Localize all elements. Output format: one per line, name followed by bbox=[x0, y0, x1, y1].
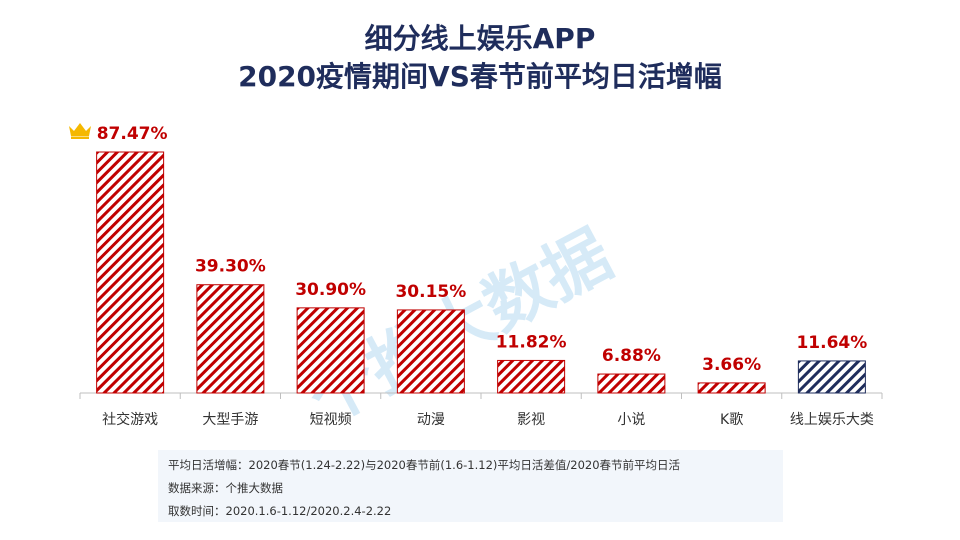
bar-1 bbox=[96, 151, 165, 394]
x-tick-label-4: 动漫 bbox=[417, 412, 445, 428]
chart-title-line-1: 细分线上娱乐APP bbox=[364, 22, 596, 55]
bar-7 bbox=[697, 382, 766, 394]
x-tick-label-7: K歌 bbox=[720, 412, 743, 428]
bar-3 bbox=[296, 307, 365, 394]
bar-5 bbox=[497, 359, 566, 394]
bar-2 bbox=[196, 284, 265, 394]
note-source: 数据来源：个推大数据 bbox=[168, 481, 283, 495]
data-label-6: 6.88% bbox=[602, 346, 661, 366]
x-tick-label-6: 小说 bbox=[617, 412, 645, 428]
chart-title-line-2: 2020疫情期间VS春节前平均日活增幅 bbox=[238, 60, 722, 93]
note-period: 取数时间：2020.1.6-1.12/2020.2.4-2.22 bbox=[168, 504, 392, 518]
bar-8 bbox=[797, 360, 866, 394]
data-label-2: 39.30% bbox=[195, 257, 266, 277]
data-label-7: 3.66% bbox=[702, 355, 761, 375]
data-label-4: 30.15% bbox=[395, 282, 466, 302]
data-label-5: 11.82% bbox=[496, 332, 567, 352]
data-label-1: 87.47% bbox=[97, 124, 168, 144]
bar-6 bbox=[597, 373, 666, 394]
x-tick-label-3: 短视频 bbox=[310, 412, 352, 428]
chart-title: 细分线上娱乐APP 2020疫情期间VS春节前平均日活增幅 bbox=[0, 20, 960, 96]
note-definition: 平均日活增幅：2020春节(1.24-2.22)与2020春节前(1.6-1.1… bbox=[168, 458, 681, 472]
x-tick-label-8: 线上娱乐大类 bbox=[790, 412, 874, 428]
x-tick-label-2: 大型手游 bbox=[202, 412, 258, 428]
bar-4 bbox=[396, 309, 465, 394]
crown-icon bbox=[69, 123, 91, 139]
chart-notes: 平均日活增幅：2020春节(1.24-2.22)与2020春节前(1.6-1.1… bbox=[158, 450, 783, 522]
data-label-3: 30.90% bbox=[295, 280, 366, 300]
x-tick-label-1: 社交游戏 bbox=[102, 411, 158, 428]
data-label-8: 11.64% bbox=[796, 333, 867, 353]
x-tick-label-5: 影视 bbox=[517, 412, 545, 428]
